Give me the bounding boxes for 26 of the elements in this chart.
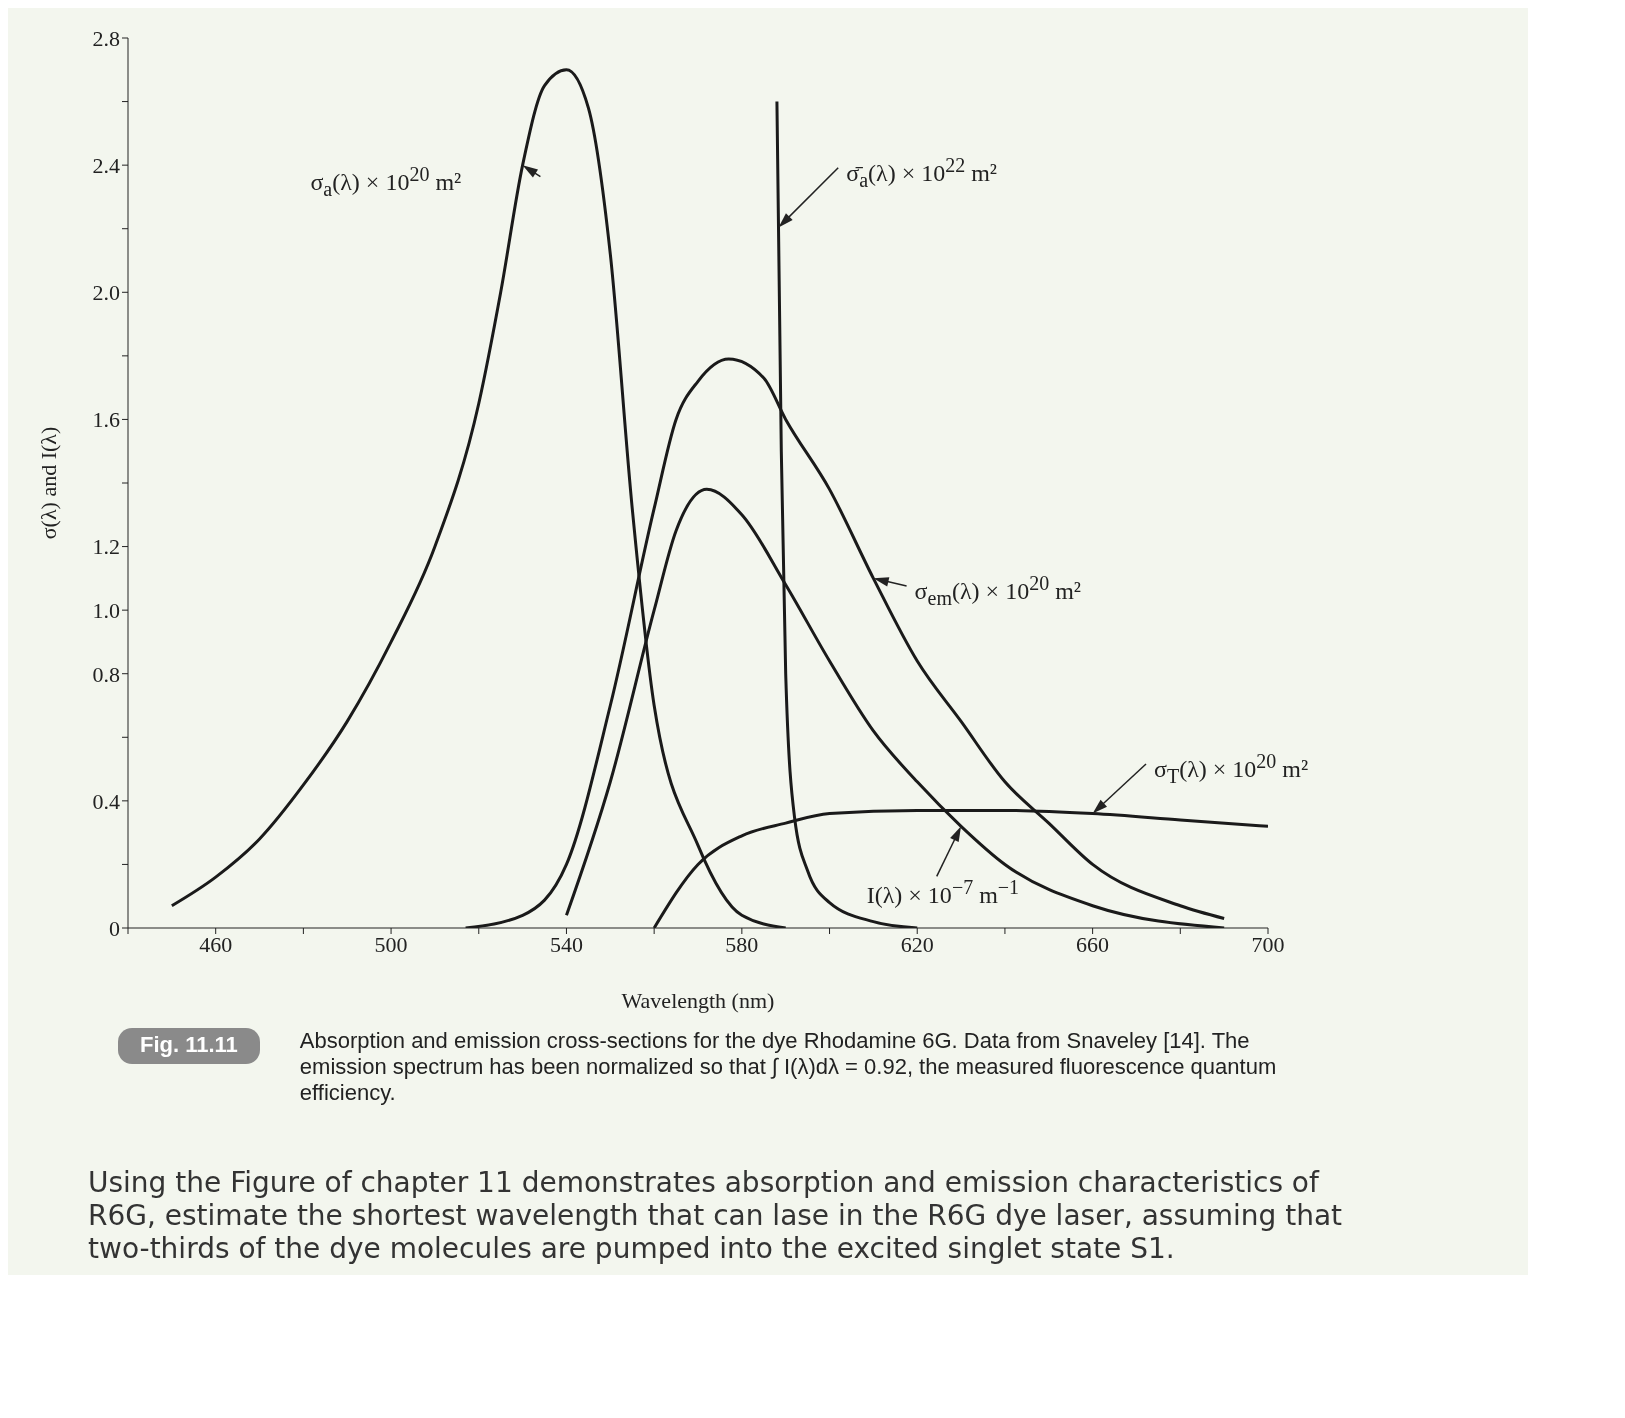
- y-tick-label: 2.8: [92, 25, 120, 51]
- y-axis-title: σ(λ) and I(λ): [35, 426, 61, 540]
- y-tick-label: 0: [109, 915, 120, 941]
- y-tick-label: 2.4: [92, 152, 120, 178]
- y-tick-label: 1.6: [92, 407, 120, 433]
- y-tick-label: 2.0: [92, 280, 120, 306]
- x-tick-label: 460: [199, 931, 233, 957]
- x-tick-label: 580: [725, 931, 759, 957]
- x-tick-label: 500: [374, 931, 408, 957]
- x-axis-title: Wavelength (nm): [621, 988, 775, 1013]
- text: σ$_{a}$(λ) × 10$^{20}$ m²: [310, 162, 462, 201]
- series-label: I(λ) × 10$^{−7}$ m$^{−1}$: [866, 876, 1020, 910]
- x-tick-label: 620: [900, 931, 934, 957]
- y-tick-label: 0.8: [92, 661, 120, 687]
- x-tick-label: 660: [1076, 931, 1110, 957]
- caption: Fig. 11.11: [118, 1028, 260, 1064]
- series-label: σ$_{T}$(λ) × 10$^{20}$ m²: [1154, 750, 1309, 788]
- text: σ̄$_{a}$(λ) × 10$^{22}$ m²: [846, 153, 998, 192]
- text: Absorption and emission cross-sections for the dye Rhodamine 6G. Data from Snaveley [14]. The emission spectrum has been normalized so that ∫ I(λ)dλ = 0.92, the measured fluorescence quantum efficiency.: [299, 1028, 1278, 1106]
- x-tick-label: 700: [1251, 931, 1285, 957]
- legend-label: σ$_{em}$(λ) × 10$^{20}$ m²: [914, 572, 1081, 610]
- y-tick-label: 0.4: [92, 788, 120, 814]
- y-tick-label: 1.2: [92, 534, 120, 560]
- x-tick-label: 540: [549, 931, 583, 957]
- y-tick-label: 1.0: [92, 597, 120, 623]
- text: Using the Figure of chapter 11 demonstrates absorption and emission characteristics of R6G, estimate the shortest wavelength that can lase in the R6G dye laser, assuming that two-thirds of the dye molecules are pumped into the excited singlet state S1.: [88, 1166, 1344, 1265]
